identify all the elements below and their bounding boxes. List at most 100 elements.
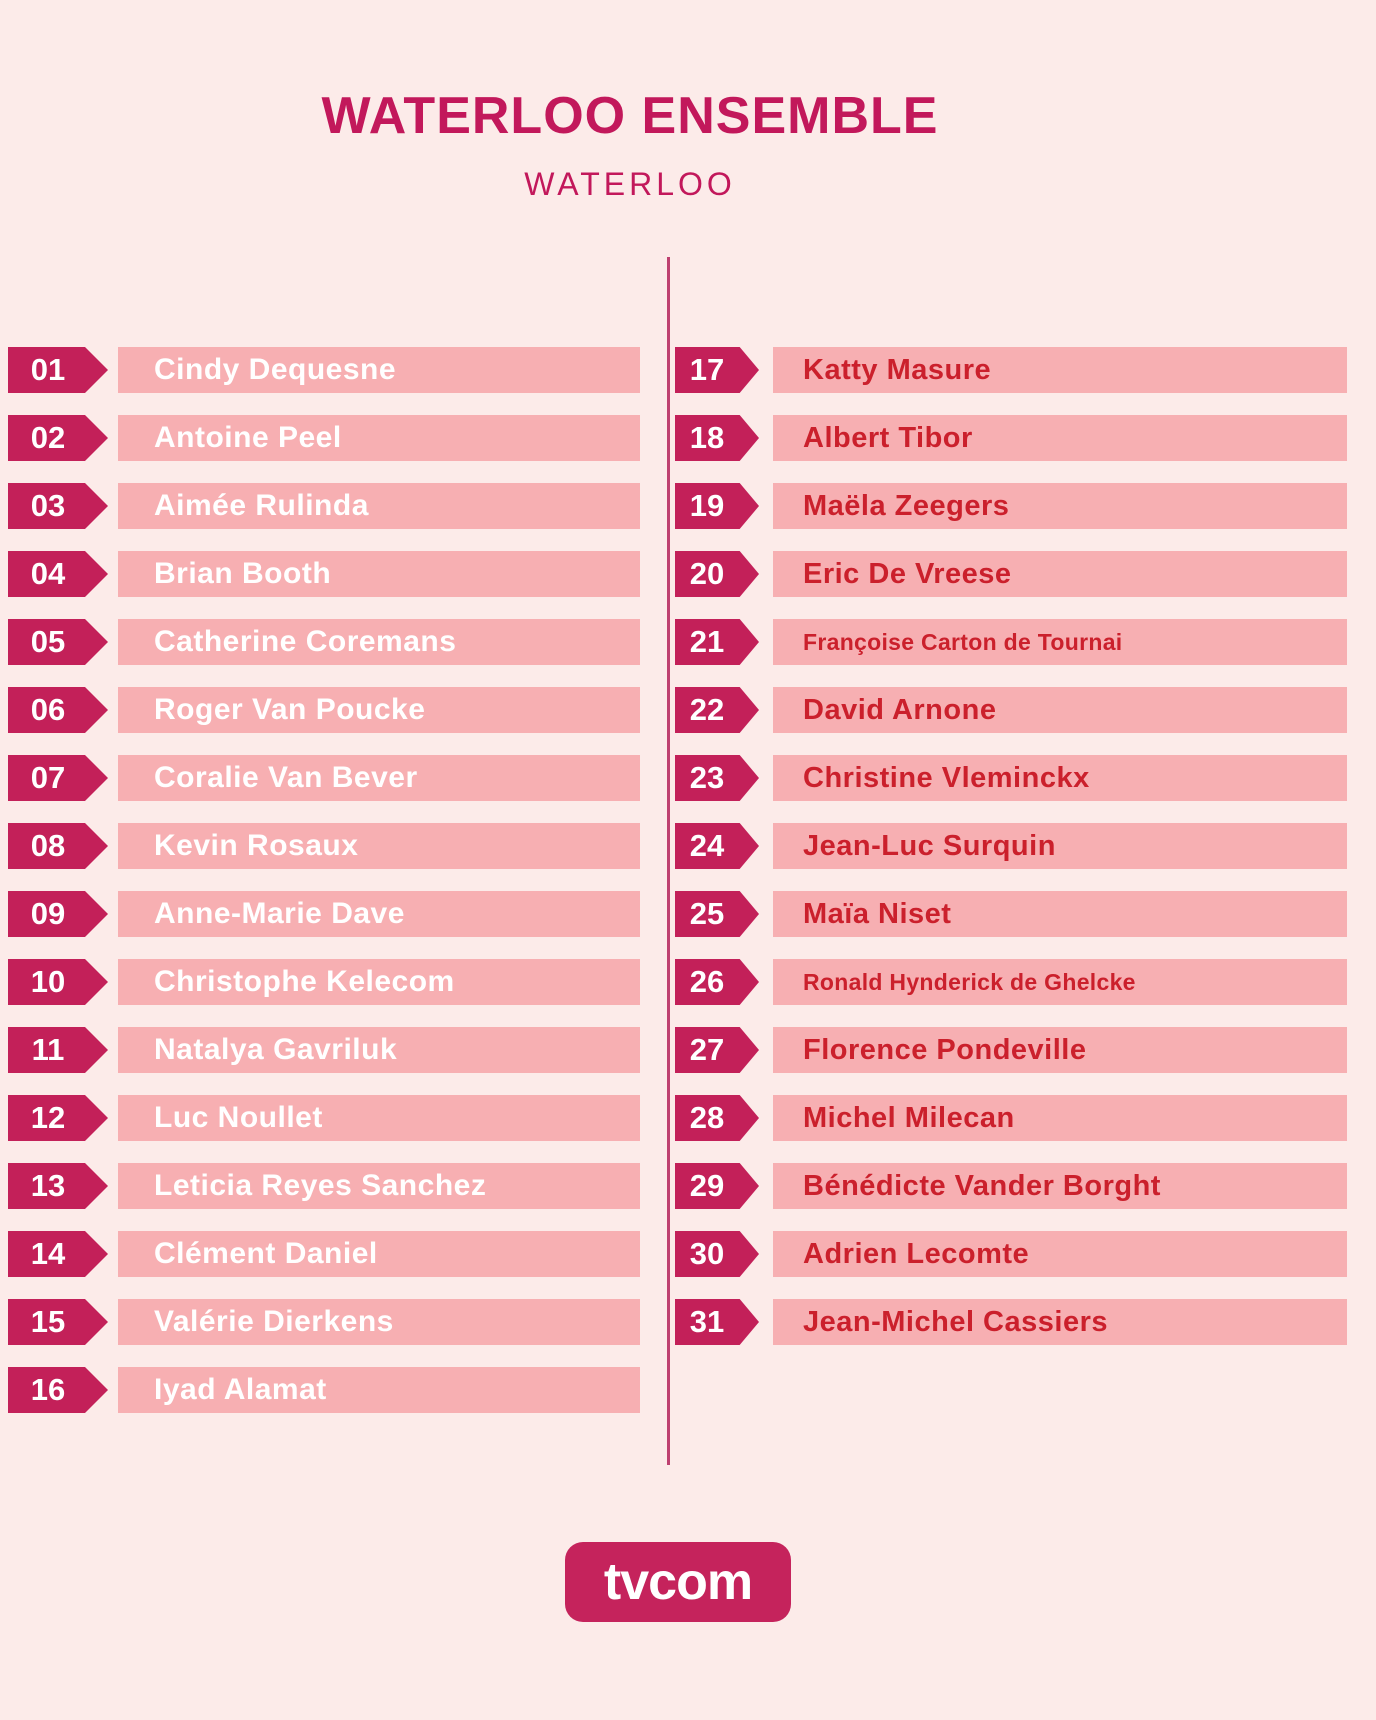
rank-badge: 19 xyxy=(675,483,759,529)
candidate-name: Adrien Lecomte xyxy=(803,1237,1030,1270)
rank-number: 19 xyxy=(689,488,725,523)
candidate-name: Florence Pondeville xyxy=(803,1033,1087,1066)
rank-number: 28 xyxy=(689,1100,725,1135)
rank-number: 06 xyxy=(30,692,66,727)
list-item: 29 Bénédicte Vander Borght xyxy=(675,1163,1347,1209)
rank-badge: 08 xyxy=(8,823,108,869)
name-bar: Iyad Alamat xyxy=(118,1367,640,1413)
name-bar: Christine Vleminckx xyxy=(773,755,1347,801)
name-bar: Coralie Van Bever xyxy=(118,755,640,801)
list-item: 22 David Arnone xyxy=(675,687,1347,733)
list-item: 16 Iyad Alamat xyxy=(8,1367,640,1413)
rank-number: 05 xyxy=(30,624,66,659)
candidate-name: Natalya Gavriluk xyxy=(154,1033,398,1066)
rank-number: 20 xyxy=(689,556,725,591)
candidate-name: Bénédicte Vander Borght xyxy=(803,1169,1161,1202)
name-bar: Christophe Kelecom xyxy=(118,959,640,1005)
rank-badge: 04 xyxy=(8,551,108,597)
name-bar: David Arnone xyxy=(773,687,1347,733)
rank-badge: 12 xyxy=(8,1095,108,1141)
rank-badge: 13 xyxy=(8,1163,108,1209)
rank-badge: 26 xyxy=(675,959,759,1005)
list-item: 12 Luc Noullet xyxy=(8,1095,640,1141)
list-item: 13 Leticia Reyes Sanchez xyxy=(8,1163,640,1209)
candidate-name: Maëla Zeegers xyxy=(803,489,1010,522)
name-bar: Clément Daniel xyxy=(118,1231,640,1277)
name-bar: Catherine Coremans xyxy=(118,619,640,665)
candidate-name: Jean-Michel Cassiers xyxy=(803,1305,1108,1338)
rank-number: 09 xyxy=(30,896,66,931)
list-item: 03 Aimée Rulinda xyxy=(8,483,640,529)
rank-number: 14 xyxy=(30,1236,66,1271)
page-header: WATERLOO ENSEMBLE WATERLOO xyxy=(0,86,1260,203)
name-bar: Adrien Lecomte xyxy=(773,1231,1347,1277)
name-bar: Leticia Reyes Sanchez xyxy=(118,1163,640,1209)
candidate-name: Luc Noullet xyxy=(154,1101,323,1134)
column-divider xyxy=(667,257,670,1465)
rank-badge: 16 xyxy=(8,1367,108,1413)
list-item: 06 Roger Van Poucke xyxy=(8,687,640,733)
list-item: 21 Françoise Carton de Tournai xyxy=(675,619,1347,665)
rank-number: 07 xyxy=(30,760,66,795)
rank-badge: 09 xyxy=(8,891,108,937)
candidate-name: Michel Milecan xyxy=(803,1101,1015,1134)
rank-badge: 11 xyxy=(8,1027,108,1073)
rank-number: 11 xyxy=(31,1032,65,1067)
candidate-name: Maïa Niset xyxy=(803,897,952,930)
candidate-name: Aimée Rulinda xyxy=(154,489,369,522)
list-item: 23 Christine Vleminckx xyxy=(675,755,1347,801)
name-bar: Florence Pondeville xyxy=(773,1027,1347,1073)
rank-badge: 17 xyxy=(675,347,759,393)
candidate-name: Albert Tibor xyxy=(803,421,973,454)
name-bar: Maïa Niset xyxy=(773,891,1347,937)
candidate-name: Clément Daniel xyxy=(154,1237,378,1270)
rank-number: 13 xyxy=(30,1168,66,1203)
name-bar: Ronald Hynderick de Ghelcke xyxy=(773,959,1347,1005)
name-bar: Michel Milecan xyxy=(773,1095,1347,1141)
rank-badge: 27 xyxy=(675,1027,759,1073)
rank-number: 21 xyxy=(689,624,725,659)
list-item: 26 Ronald Hynderick de Ghelcke xyxy=(675,959,1347,1005)
rank-badge: 24 xyxy=(675,823,759,869)
list-item: 08 Kevin Rosaux xyxy=(8,823,640,869)
list-item: 01 Cindy Dequesne xyxy=(8,347,640,393)
name-bar: Bénédicte Vander Borght xyxy=(773,1163,1347,1209)
list-item: 20 Eric De Vreese xyxy=(675,551,1347,597)
tvcom-logo-text: tvcom xyxy=(603,1553,753,1611)
list-item: 18 Albert Tibor xyxy=(675,415,1347,461)
list-item: 14 Clément Daniel xyxy=(8,1231,640,1277)
name-bar: Natalya Gavriluk xyxy=(118,1027,640,1073)
rank-number: 31 xyxy=(689,1304,725,1339)
candidate-name: Katty Masure xyxy=(803,353,992,386)
rank-badge: 21 xyxy=(675,619,759,665)
name-bar: Eric De Vreese xyxy=(773,551,1347,597)
candidate-name: Antoine Peel xyxy=(154,421,342,454)
rank-number: 27 xyxy=(689,1032,725,1067)
candidate-name: Brian Booth xyxy=(154,557,332,590)
name-bar: Brian Booth xyxy=(118,551,640,597)
rank-number: 25 xyxy=(689,896,725,931)
candidate-name: Jean-Luc Surquin xyxy=(803,829,1056,862)
tvcom-logo: tvcom xyxy=(565,1542,791,1622)
rank-badge: 02 xyxy=(8,415,108,461)
rank-badge: 28 xyxy=(675,1095,759,1141)
rank-number: 26 xyxy=(689,964,725,999)
list-item: 10 Christophe Kelecom xyxy=(8,959,640,1005)
list-column-right: 17 Katty Masure 18 Albert Tibor 19 Maëla… xyxy=(675,347,1347,1345)
rank-badge: 07 xyxy=(8,755,108,801)
rank-number: 04 xyxy=(30,556,66,591)
rank-badge: 18 xyxy=(675,415,759,461)
rank-number: 10 xyxy=(30,964,66,999)
list-item: 09 Anne-Marie Dave xyxy=(8,891,640,937)
rank-badge: 31 xyxy=(675,1299,759,1345)
list-item: 04 Brian Booth xyxy=(8,551,640,597)
candidate-name: Catherine Coremans xyxy=(154,625,457,658)
name-bar: Jean-Michel Cassiers xyxy=(773,1299,1347,1345)
name-bar: Antoine Peel xyxy=(118,415,640,461)
name-bar: Valérie Dierkens xyxy=(118,1299,640,1345)
candidate-name: Christine Vleminckx xyxy=(803,761,1090,794)
list-item: 07 Coralie Van Bever xyxy=(8,755,640,801)
rank-number: 23 xyxy=(689,760,725,795)
name-bar: Jean-Luc Surquin xyxy=(773,823,1347,869)
name-bar: Katty Masure xyxy=(773,347,1347,393)
